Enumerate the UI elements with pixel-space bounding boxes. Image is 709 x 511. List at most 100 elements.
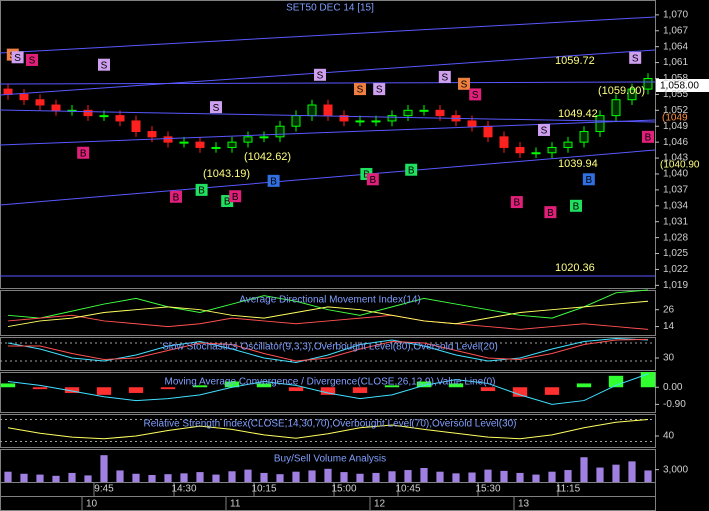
bar <box>404 470 412 482</box>
x-tick-label: 15:00 <box>331 484 356 495</box>
bar <box>608 375 624 388</box>
signal-marker <box>629 51 642 64</box>
candle-body <box>419 109 429 112</box>
candle-body <box>499 136 509 148</box>
signal-marker <box>458 77 470 90</box>
bar <box>448 383 464 388</box>
bar <box>516 472 524 482</box>
bar <box>196 472 204 482</box>
bar <box>352 387 368 393</box>
signal-label: B <box>80 148 87 159</box>
bar <box>420 467 428 482</box>
bar <box>260 472 268 482</box>
bar <box>468 472 476 482</box>
candle-body <box>643 77 653 90</box>
candle-body <box>323 104 333 117</box>
panel-title: Average Directional Movement Index(14) <box>239 295 421 306</box>
x-tick-label: 15:30 <box>475 484 500 495</box>
bar <box>416 381 432 388</box>
bar <box>256 383 272 388</box>
date-label: 12 <box>374 499 386 510</box>
bar <box>96 387 112 395</box>
candle-body <box>627 88 637 101</box>
bar <box>288 387 304 392</box>
signal-marker <box>570 199 582 212</box>
y-tick-label: 1,061 <box>663 57 688 68</box>
candle-body <box>227 141 237 148</box>
signal-marker <box>314 68 326 81</box>
bar <box>68 472 76 482</box>
bar <box>544 387 560 395</box>
signal-label: B <box>645 132 652 143</box>
candle-body <box>339 115 349 122</box>
y-tick-label: 1,067 <box>663 25 688 36</box>
y-tick-label: 1,040 <box>663 169 688 180</box>
candle-body <box>259 136 269 139</box>
price-label: (1040.90 <box>660 160 700 171</box>
bar <box>36 474 44 482</box>
date-label: 13 <box>518 499 530 510</box>
signal-marker <box>469 88 482 101</box>
y-tick-label: 1,022 <box>663 264 688 275</box>
bar <box>100 455 108 482</box>
bar <box>564 470 572 482</box>
annotation: (1043.19) <box>203 168 250 180</box>
signal-label: B <box>513 198 520 209</box>
panel-frame <box>0 414 656 448</box>
y-tick-label: 1,019 <box>663 280 688 291</box>
x-tick-label: 11:15 <box>556 484 581 495</box>
bar <box>512 387 528 397</box>
y-tick-label: 0.00 <box>663 382 683 393</box>
bar <box>276 474 284 482</box>
bar <box>580 457 588 482</box>
bar <box>548 471 556 482</box>
signal-label: S <box>472 90 479 101</box>
y-tick-label: 1,070 <box>663 9 688 20</box>
signal-marker <box>544 206 557 219</box>
candle-body <box>435 109 445 117</box>
bar <box>484 469 492 482</box>
signal-label: B <box>270 177 277 188</box>
annotation: 1059.72 <box>555 55 595 67</box>
y-tick-label: 1,037 <box>663 185 688 196</box>
bar <box>644 470 652 482</box>
x-tick-label: 9:45 <box>94 484 114 495</box>
y-tick-label: -0.90 <box>663 399 686 410</box>
y-tick-label: 1,043 <box>663 153 688 164</box>
signal-marker <box>510 196 523 209</box>
signal-marker <box>229 190 242 203</box>
signal-marker <box>538 123 550 136</box>
signal-label: S <box>357 85 364 96</box>
panel-frame <box>0 0 656 289</box>
candle-body <box>99 115 109 118</box>
bar <box>320 387 336 395</box>
signal-marker <box>642 130 654 143</box>
y-tick-label: 26 <box>663 304 675 315</box>
signal-marker <box>267 174 280 187</box>
candle-body <box>19 93 29 101</box>
candle-body <box>611 99 621 117</box>
signal-marker <box>26 53 38 66</box>
date-label: 11 <box>230 499 241 510</box>
candle-body <box>147 131 157 138</box>
x-tick-label: 14:30 <box>171 484 196 495</box>
signal-marker <box>77 146 90 159</box>
candle-body <box>371 120 381 123</box>
signal-label: S <box>632 53 639 64</box>
signal-marker <box>582 173 595 186</box>
panel-frame <box>0 290 656 336</box>
candle-body <box>595 115 605 133</box>
panel-frame <box>0 372 656 413</box>
bar <box>180 473 188 482</box>
bar <box>452 473 460 482</box>
bar <box>160 387 176 390</box>
signal-marker <box>210 101 222 114</box>
signal-label: B <box>224 197 231 208</box>
candle-body <box>467 120 477 127</box>
candle-body <box>195 141 205 148</box>
price-label: (1049 <box>662 113 688 124</box>
bar <box>308 470 316 482</box>
signal-marker <box>11 51 24 64</box>
y-tick-label: 14 <box>663 321 675 332</box>
